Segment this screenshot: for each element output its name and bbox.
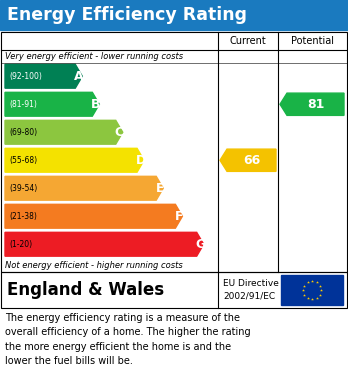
- Polygon shape: [5, 204, 182, 228]
- Polygon shape: [5, 65, 82, 88]
- Text: D: D: [135, 154, 146, 167]
- Polygon shape: [5, 232, 204, 256]
- Text: Energy Efficiency Rating: Energy Efficiency Rating: [7, 6, 247, 24]
- Text: A: A: [74, 70, 84, 83]
- Bar: [0, 0, 348, 30]
- Bar: [1, 32, 347, 272]
- Text: F: F: [175, 210, 183, 223]
- Bar: [281, 275, 343, 305]
- Text: EU Directive
2002/91/EC: EU Directive 2002/91/EC: [223, 279, 279, 301]
- Bar: [1, 272, 347, 308]
- Text: (1-20): (1-20): [9, 240, 32, 249]
- Text: (39-54): (39-54): [9, 184, 37, 193]
- Text: Potential: Potential: [291, 36, 333, 46]
- Text: Current: Current: [230, 36, 266, 46]
- Text: The energy efficiency rating is a measure of the
overall efficiency of a home. T: The energy efficiency rating is a measur…: [5, 313, 251, 366]
- Text: (81-91): (81-91): [9, 100, 37, 109]
- Text: G: G: [195, 238, 205, 251]
- Text: Very energy efficient - lower running costs: Very energy efficient - lower running co…: [5, 52, 183, 61]
- Text: (92-100): (92-100): [9, 72, 42, 81]
- Text: 66: 66: [243, 154, 260, 167]
- Text: C: C: [115, 126, 124, 139]
- Polygon shape: [5, 176, 163, 200]
- Polygon shape: [220, 149, 276, 171]
- Text: England & Wales: England & Wales: [7, 281, 164, 299]
- Polygon shape: [5, 92, 99, 116]
- Polygon shape: [280, 93, 344, 115]
- Polygon shape: [5, 120, 123, 144]
- Polygon shape: [5, 148, 144, 172]
- Text: Not energy efficient - higher running costs: Not energy efficient - higher running co…: [5, 261, 183, 270]
- Text: 81: 81: [307, 98, 324, 111]
- Text: E: E: [156, 182, 164, 195]
- Text: (21-38): (21-38): [9, 212, 37, 221]
- Text: (55-68): (55-68): [9, 156, 37, 165]
- Text: (69-80): (69-80): [9, 128, 37, 137]
- Text: B: B: [91, 98, 101, 111]
